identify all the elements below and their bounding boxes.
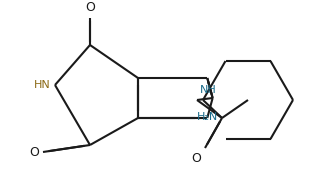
- Text: H₂N: H₂N: [197, 112, 219, 122]
- Text: O: O: [85, 1, 95, 14]
- Text: NH: NH: [200, 85, 217, 95]
- Text: O: O: [29, 145, 39, 159]
- Text: O: O: [191, 152, 201, 165]
- Text: HN: HN: [34, 80, 51, 90]
